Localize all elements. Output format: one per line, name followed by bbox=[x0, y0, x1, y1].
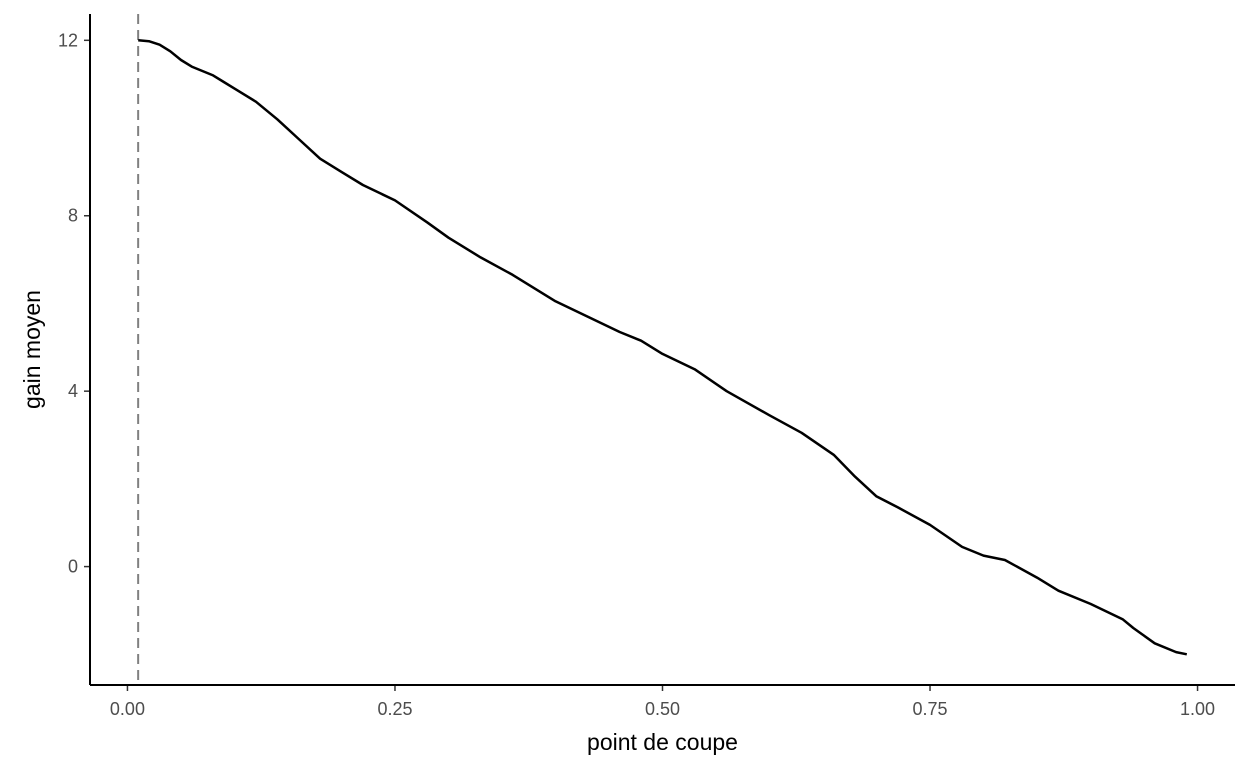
y-tick-label: 12 bbox=[58, 30, 78, 50]
y-tick-label: 8 bbox=[68, 206, 78, 226]
y-tick-label: 0 bbox=[68, 557, 78, 577]
x-tick-label: 0.50 bbox=[645, 699, 680, 719]
x-tick-label: 0.00 bbox=[110, 699, 145, 719]
y-axis-ticks: 0 4 8 12 bbox=[58, 30, 90, 577]
y-axis-title: gain moyen bbox=[19, 290, 45, 409]
x-tick-label: 1.00 bbox=[1180, 699, 1215, 719]
series-line bbox=[138, 39, 1188, 656]
x-axis-ticks: 0.00 0.25 0.50 0.75 1.00 bbox=[110, 685, 1215, 719]
x-tick-label: 0.75 bbox=[912, 699, 947, 719]
x-tick-label: 0.25 bbox=[377, 699, 412, 719]
plot-area bbox=[137, 14, 1188, 685]
x-axis-title: point de coupe bbox=[587, 729, 738, 755]
y-tick-label: 4 bbox=[68, 381, 78, 401]
